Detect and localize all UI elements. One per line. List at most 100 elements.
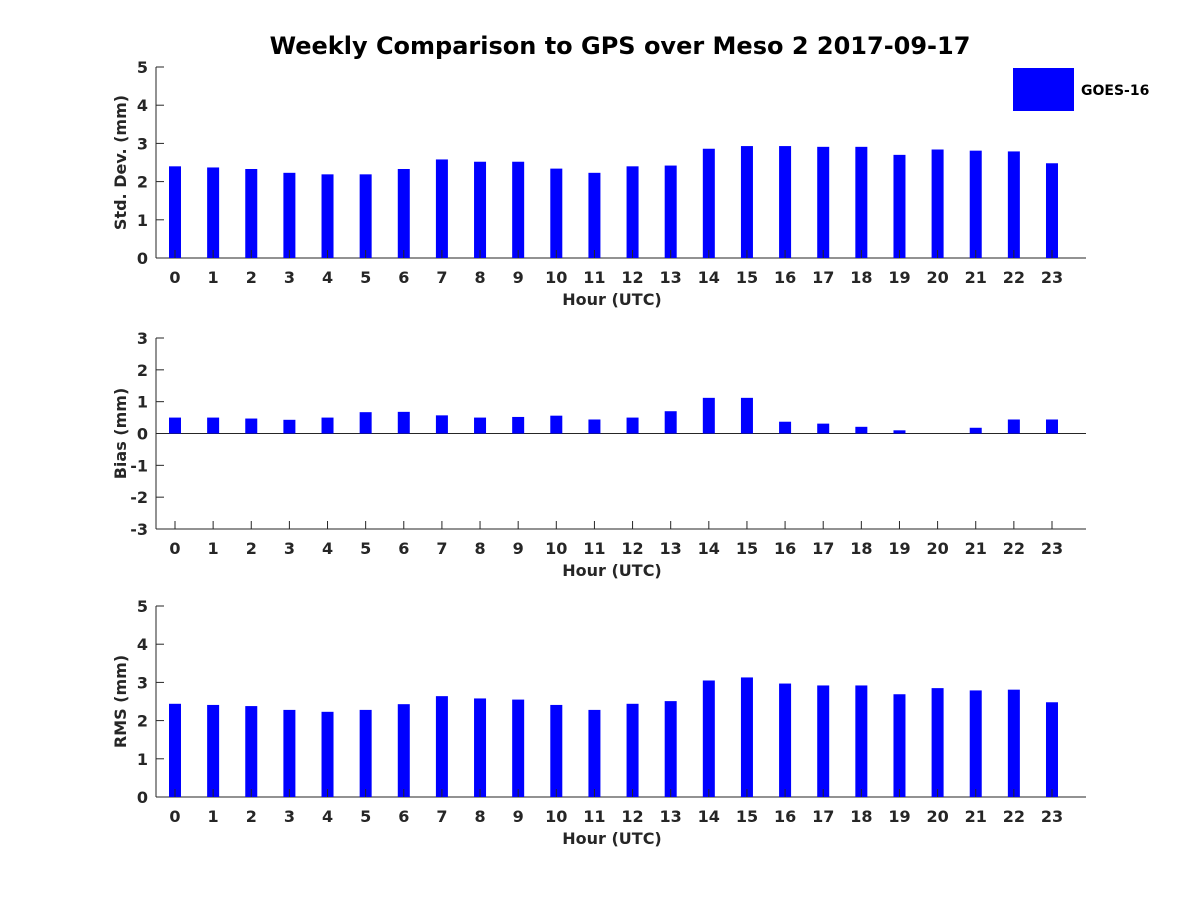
bar [245, 418, 258, 434]
bar [664, 165, 677, 258]
x-tick-label: 5 [360, 807, 371, 826]
bar [588, 709, 601, 797]
y-axis-label: Std. Dev. (mm) [111, 95, 130, 230]
bar [969, 690, 982, 797]
bar [207, 704, 220, 797]
bar [359, 174, 372, 258]
bar [474, 698, 487, 797]
bar [397, 704, 410, 797]
x-tick-label: 13 [660, 268, 682, 287]
x-tick-label: 3 [284, 268, 295, 287]
bar [435, 159, 448, 258]
bar [626, 166, 639, 258]
bar [512, 161, 525, 258]
bar [740, 397, 753, 434]
bar [740, 677, 753, 797]
bar [664, 411, 677, 434]
bar [321, 174, 334, 258]
x-axis-label: Hour (UTC) [562, 829, 662, 848]
bar [1045, 419, 1058, 434]
x-tick-label: 22 [1003, 539, 1025, 558]
bar [855, 426, 868, 434]
bar [474, 417, 487, 434]
x-tick-label: 4 [322, 268, 333, 287]
bar [435, 696, 448, 797]
x-tick-label: 17 [812, 807, 834, 826]
x-tick-label: 7 [436, 807, 447, 826]
x-tick-label: 12 [621, 539, 643, 558]
x-tick-label: 20 [926, 539, 948, 558]
x-tick-label: 6 [398, 807, 409, 826]
x-tick-label: 5 [360, 539, 371, 558]
x-tick-label: 23 [1041, 807, 1063, 826]
y-tick-label: -3 [130, 520, 148, 539]
x-tick-label: 20 [926, 268, 948, 287]
bar [855, 685, 868, 797]
x-tick-label: 13 [660, 539, 682, 558]
y-tick-label: 3 [137, 134, 148, 153]
y-tick-label: 0 [137, 249, 148, 268]
bar [702, 148, 715, 258]
y-tick-label: 0 [137, 425, 148, 444]
y-tick-label: 0 [137, 788, 148, 807]
x-tick-label: 6 [398, 268, 409, 287]
bar [283, 172, 296, 258]
bar [817, 685, 830, 797]
x-tick-label: 2 [246, 807, 257, 826]
x-tick-label: 0 [169, 807, 180, 826]
x-tick-label: 23 [1041, 539, 1063, 558]
bar [397, 168, 410, 258]
y-tick-label: 3 [137, 329, 148, 348]
x-tick-label: 22 [1003, 268, 1025, 287]
legend-swatch [1013, 68, 1074, 111]
x-tick-label: 23 [1041, 268, 1063, 287]
bar [588, 419, 601, 434]
x-tick-label: 16 [774, 268, 796, 287]
y-axis-label: RMS (mm) [111, 655, 130, 748]
x-tick-label: 22 [1003, 807, 1025, 826]
x-tick-label: 21 [965, 268, 987, 287]
x-tick-label: 3 [284, 539, 295, 558]
x-tick-label: 15 [736, 268, 758, 287]
bar [169, 703, 181, 797]
x-tick-label: 14 [698, 268, 720, 287]
bar [893, 430, 906, 434]
x-tick-label: 15 [736, 807, 758, 826]
bar [740, 146, 753, 258]
x-tick-label: 15 [736, 539, 758, 558]
x-axis-label: Hour (UTC) [562, 290, 662, 309]
bar [512, 416, 525, 434]
bar [359, 412, 372, 434]
x-tick-label: 1 [208, 268, 219, 287]
bar [931, 149, 944, 258]
y-tick-label: 5 [137, 597, 148, 616]
y-tick-label: 3 [137, 673, 148, 692]
bar [893, 694, 906, 797]
x-tick-label: 2 [246, 539, 257, 558]
x-tick-label: 11 [583, 539, 605, 558]
x-tick-label: 18 [850, 539, 872, 558]
bar [779, 146, 792, 258]
x-tick-label: 13 [660, 807, 682, 826]
bar [550, 704, 563, 797]
y-axis-label: Bias (mm) [111, 388, 130, 480]
x-tick-label: 17 [812, 539, 834, 558]
x-tick-label: 18 [850, 807, 872, 826]
y-tick-label: 2 [137, 173, 148, 192]
bar [207, 167, 220, 258]
y-tick-label: 4 [137, 635, 148, 654]
x-tick-label: 9 [513, 807, 524, 826]
y-tick-label: 1 [137, 211, 148, 230]
x-tick-label: 11 [583, 807, 605, 826]
bar [550, 168, 563, 258]
x-tick-label: 16 [774, 539, 796, 558]
bar [855, 146, 868, 258]
bar [779, 421, 792, 434]
x-tick-label: 12 [621, 807, 643, 826]
x-tick-label: 8 [474, 807, 485, 826]
y-tick-label: 1 [137, 393, 148, 412]
x-tick-label: 10 [545, 807, 567, 826]
